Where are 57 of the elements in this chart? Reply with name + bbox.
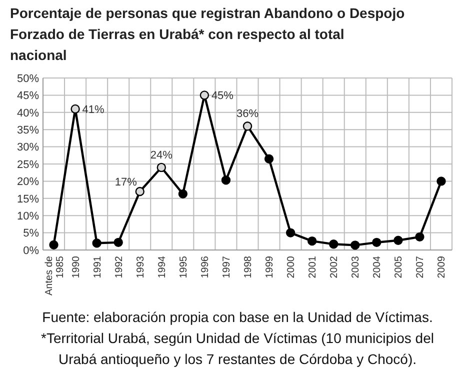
chart-title: Porcentaje de personas que registran Abandono o Despojo Forzado de Tierras en Urabá* con respecto al total nacional bbox=[10, 5, 405, 63]
x-tick-label: 2009 bbox=[436, 256, 448, 278]
point bbox=[242, 122, 252, 131]
point bbox=[307, 236, 317, 246]
x-tick-label: 2003 bbox=[350, 256, 362, 278]
x-tick-label: 2004 bbox=[372, 256, 384, 278]
point bbox=[264, 154, 274, 164]
x-tick-label: 1992 bbox=[114, 256, 125, 278]
data-label: 45% bbox=[211, 90, 234, 102]
x-tick-label: 2005 bbox=[394, 256, 405, 278]
point bbox=[178, 189, 188, 199]
data-label: 17% bbox=[114, 176, 138, 189]
y-tick-label: 25% bbox=[16, 158, 40, 171]
source-note: Fuente: elaboración propia con base en la Unidad de Víctimas. bbox=[42, 309, 433, 325]
point bbox=[49, 240, 58, 250]
y-tick-label: 50% bbox=[16, 72, 40, 85]
y-tick-label: 15% bbox=[16, 193, 40, 206]
x-tick-label: 1994 bbox=[156, 256, 168, 278]
x-tick-label: 2001 bbox=[308, 256, 319, 278]
x-tick-label: 1995 bbox=[178, 256, 190, 278]
text: *Territorial Urabá, según Unidad de Víctimas (10 municipios del Urabá antioqueño y los 7 restantes de Córdoba y Chocó). bbox=[41, 330, 434, 367]
point bbox=[221, 176, 231, 185]
point bbox=[436, 176, 446, 186]
point bbox=[415, 232, 424, 242]
x-tick-label: 2002 bbox=[329, 256, 340, 278]
x-tick-label: 1990 bbox=[70, 256, 82, 278]
y-tick-label: 35% bbox=[16, 124, 40, 136]
x-tick-label: 1999 bbox=[264, 256, 276, 278]
data-label: 24% bbox=[150, 149, 173, 162]
x-tick-label: 1996 bbox=[200, 256, 211, 278]
x-tick-label: 1997 bbox=[221, 256, 232, 278]
point bbox=[70, 104, 80, 114]
x-tick-label: Antes de 1985 bbox=[44, 256, 66, 296]
y-tick-label: 45% bbox=[16, 90, 40, 102]
y-tick-label: 0% bbox=[23, 244, 40, 257]
x-tick-label: 2000 bbox=[286, 256, 298, 278]
x-tick-label: 1998 bbox=[243, 256, 254, 278]
data-label: 36% bbox=[236, 108, 259, 120]
y-tick-label: 20% bbox=[16, 176, 40, 188]
point bbox=[286, 228, 296, 238]
x-tick-label: 1993 bbox=[135, 256, 146, 278]
point bbox=[200, 90, 210, 100]
point bbox=[394, 236, 403, 245]
point bbox=[92, 238, 102, 248]
x-tick-label: 1991 bbox=[92, 256, 104, 278]
y-tick-label: 30% bbox=[16, 142, 40, 154]
x-tick-label: 2007 bbox=[415, 256, 426, 278]
point bbox=[135, 186, 144, 196]
point bbox=[329, 240, 338, 249]
y-tick-label: 10% bbox=[16, 210, 40, 222]
point bbox=[156, 162, 166, 172]
data-label: 41% bbox=[82, 104, 105, 116]
y-tick-label: 5% bbox=[23, 228, 40, 240]
y-tick-label: 40% bbox=[16, 107, 40, 120]
point bbox=[114, 238, 123, 248]
point bbox=[350, 240, 360, 250]
point bbox=[372, 238, 382, 248]
